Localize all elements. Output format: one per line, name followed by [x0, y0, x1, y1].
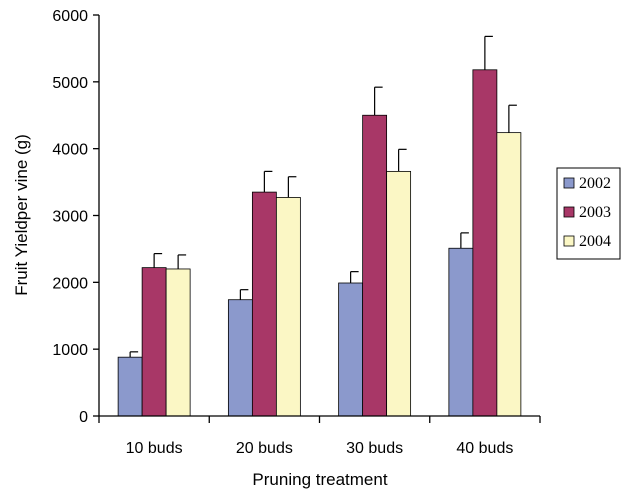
legend-label: 2003: [579, 204, 611, 221]
plot-area: [117, 35, 522, 417]
y-axis-title: Fruit Yieldper vine (g): [12, 134, 31, 296]
bar-2002-30-buds: [338, 282, 364, 417]
bar-2003-40-buds: [472, 69, 498, 417]
y-tick-label: 0: [79, 409, 88, 426]
x-tick-label: 20 buds: [236, 440, 293, 457]
bar-2004-20-buds: [275, 197, 301, 417]
legend-swatch: [563, 235, 575, 247]
x-axis-title: Pruning treatment: [252, 470, 387, 489]
y-tick-label: 2000: [52, 275, 88, 292]
bar-2003-20-buds: [251, 191, 277, 417]
y-tick-label: 5000: [52, 75, 88, 92]
bar-2002-40-buds: [448, 247, 474, 417]
bar-2004-40-buds: [496, 132, 522, 417]
y-tick-label: 3000: [52, 209, 88, 226]
y-tick-label: 1000: [52, 342, 88, 359]
legend-label: 2002: [579, 175, 611, 192]
legend-label: 2004: [579, 233, 611, 250]
y-tick-label: 4000: [52, 142, 88, 159]
bar-2002-10-buds: [117, 356, 143, 417]
legend-swatch: [563, 177, 575, 189]
x-tick-label: 30 buds: [346, 440, 403, 457]
y-ticks: 0 1000 2000 3000 4000 5000 6000: [52, 8, 99, 426]
bar-2004-10-buds: [165, 268, 191, 417]
bar-2002-20-buds: [227, 299, 253, 417]
legend: 2002 2003 2004: [556, 167, 621, 260]
x-tick-label: 40 buds: [456, 440, 513, 457]
x-ticks: 10 buds 20 buds 30 buds 40 buds: [98, 416, 541, 457]
bar-2003-10-buds: [141, 267, 167, 417]
legend-swatch: [563, 206, 575, 218]
x-tick-label: 10 buds: [126, 440, 183, 457]
y-tick-label: 6000: [52, 8, 88, 25]
bar-2003-30-buds: [362, 114, 388, 417]
bar-2004-30-buds: [386, 170, 412, 417]
